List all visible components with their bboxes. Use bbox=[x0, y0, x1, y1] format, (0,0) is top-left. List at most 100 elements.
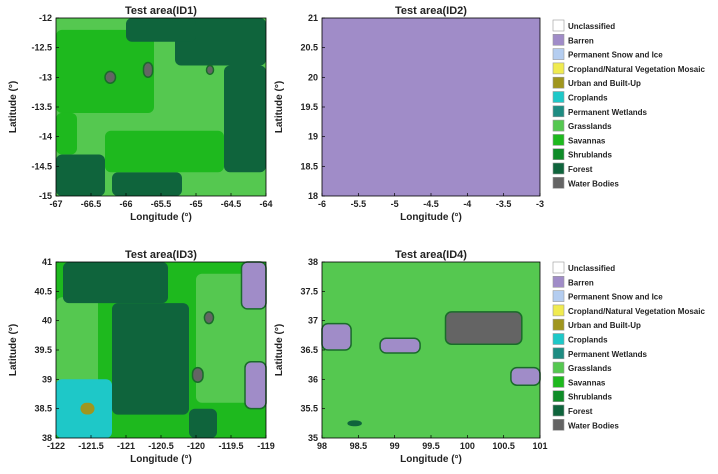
legend-label: Savannas bbox=[568, 136, 606, 145]
x-tick-label: 100 bbox=[460, 441, 475, 451]
legend-swatch bbox=[552, 347, 565, 360]
legend-label: Barren bbox=[568, 36, 594, 45]
y-axis-label: Latitude (°) bbox=[8, 324, 19, 376]
map-panel-id3: Test area(ID3) -122 -121.5 -121 -120.5 -120 -1… bbox=[8, 249, 275, 465]
y-tick-label: 36.5 bbox=[300, 345, 318, 355]
x-tick-label: 98.5 bbox=[350, 441, 368, 451]
legend-label: Croplands bbox=[568, 94, 608, 103]
chart-title: Test area(ID1) bbox=[125, 5, 197, 17]
chart-title: Test area(ID2) bbox=[395, 5, 467, 17]
y-tick-label: -14.5 bbox=[31, 161, 52, 171]
legend-label: Grasslands bbox=[568, 364, 612, 373]
y-tick-label: 38 bbox=[42, 433, 52, 443]
legend-label: Forest bbox=[568, 407, 593, 416]
map-region-savannas bbox=[56, 112, 77, 155]
legend-swatch bbox=[552, 333, 565, 345]
y-axis-label: Latitude (°) bbox=[274, 324, 285, 376]
y-axis-label: Latitude (°) bbox=[274, 81, 285, 133]
x-tick-label: -121 bbox=[117, 441, 135, 451]
legend-bottom: Unclassified Barren Permanent Snow and Ice… bbox=[552, 261, 705, 431]
y-tick-label: -12 bbox=[39, 13, 52, 23]
legend-swatch bbox=[552, 390, 565, 403]
x-tick-label: 101 bbox=[532, 441, 547, 451]
y-tick-label: -12.5 bbox=[31, 43, 52, 53]
map-region-barren bbox=[510, 366, 541, 386]
y-tick-label: 35.5 bbox=[300, 404, 318, 414]
legend-label: Shrublands bbox=[568, 151, 613, 160]
x-tick-label: -4.5 bbox=[423, 199, 439, 209]
map-region-forest bbox=[224, 65, 266, 173]
y-tick-label: 18 bbox=[308, 191, 318, 201]
legend-swatch bbox=[552, 304, 565, 317]
legend-swatch bbox=[552, 119, 565, 132]
legend-label: Barren bbox=[568, 278, 594, 287]
legend-label: Permanent Wetlands bbox=[568, 350, 648, 359]
x-tick-label: -5 bbox=[391, 199, 399, 209]
map-region-forest bbox=[126, 18, 196, 42]
x-axis-label: Longitude (°) bbox=[130, 212, 192, 223]
legend-swatch bbox=[552, 33, 565, 46]
y-tick-label: 40.5 bbox=[34, 286, 52, 296]
x-tick-label: 98 bbox=[317, 441, 327, 451]
legend-label: Permanent Snow and Ice bbox=[568, 293, 663, 302]
x-axis-label: Longitude (°) bbox=[400, 454, 462, 465]
y-axis-label: Latitude (°) bbox=[8, 81, 19, 133]
legend-label: Urban and Built-Up bbox=[568, 79, 641, 88]
map-region-urban-and-built-up bbox=[80, 402, 95, 415]
x-tick-label: -119 bbox=[257, 441, 275, 451]
map-region-forest bbox=[56, 154, 105, 196]
y-tick-label: 20.5 bbox=[300, 43, 318, 53]
map-region-forest bbox=[189, 408, 217, 438]
map-region-forest bbox=[63, 262, 168, 304]
legend-label: Unclassified bbox=[568, 22, 615, 31]
legend-swatch bbox=[552, 376, 565, 388]
legend-swatch bbox=[552, 404, 565, 417]
legend-swatch bbox=[552, 361, 565, 374]
map-region-barren bbox=[244, 360, 267, 410]
legend-label: Grasslands bbox=[568, 122, 612, 131]
legend-swatch bbox=[552, 275, 565, 288]
legend-swatch bbox=[552, 105, 565, 118]
y-tick-label: 36 bbox=[308, 374, 318, 384]
legend-swatch bbox=[552, 261, 565, 274]
x-tick-label: -6 bbox=[318, 199, 326, 209]
x-tick-label: -65.5 bbox=[151, 199, 172, 209]
legend-swatch bbox=[552, 48, 565, 60]
y-tick-label: -15 bbox=[39, 191, 52, 201]
map-region-forest bbox=[347, 420, 362, 427]
x-tick-label: -122 bbox=[47, 441, 65, 451]
x-tick-label: -67 bbox=[49, 199, 62, 209]
legend-top: Unclassified Barren Permanent Snow and Ice… bbox=[552, 19, 705, 189]
x-axis-label: Longitude (°) bbox=[400, 212, 462, 223]
legend-swatch bbox=[552, 62, 565, 75]
y-tick-label: 20 bbox=[308, 72, 318, 82]
legend-label: Water Bodies bbox=[568, 179, 619, 188]
legend-label: Croplands bbox=[568, 336, 608, 345]
legend-swatch bbox=[552, 76, 565, 89]
x-tick-label: -3 bbox=[536, 199, 544, 209]
legend-swatch bbox=[552, 19, 565, 32]
legend-label: Permanent Wetlands bbox=[568, 108, 648, 117]
y-tick-label: 39 bbox=[42, 374, 52, 384]
legend-label: Unclassified bbox=[568, 264, 615, 273]
y-tick-label: 19.5 bbox=[300, 102, 318, 112]
y-tick-label: 38.5 bbox=[34, 404, 52, 414]
x-tick-label: -64.5 bbox=[221, 199, 242, 209]
map-panel-id1: Test area(ID1) -67 -66.5 -66 -65.5 -65 -64.5 -6… bbox=[8, 5, 273, 223]
legend-label: Shrublands bbox=[568, 393, 613, 402]
map-region-water-bodies bbox=[104, 70, 117, 85]
map-region-forest bbox=[112, 172, 182, 196]
x-tick-label: -65 bbox=[189, 199, 202, 209]
legend-label: Cropland/Natural Vegetation Mosaic bbox=[568, 307, 705, 316]
x-tick-label: 100.5 bbox=[492, 441, 515, 451]
legend-label: Cropland/Natural Vegetation Mosaic bbox=[568, 65, 705, 74]
y-tick-label: 18.5 bbox=[300, 161, 318, 171]
map-region-barren bbox=[321, 322, 352, 351]
x-tick-label: -3.5 bbox=[496, 199, 512, 209]
y-tick-label: 19 bbox=[308, 132, 318, 142]
y-tick-label: 41 bbox=[42, 257, 52, 267]
y-tick-label: 39.5 bbox=[34, 345, 52, 355]
map-region-forest bbox=[112, 303, 189, 415]
map-region-water-bodies bbox=[191, 366, 204, 384]
x-tick-label: -5.5 bbox=[351, 199, 367, 209]
